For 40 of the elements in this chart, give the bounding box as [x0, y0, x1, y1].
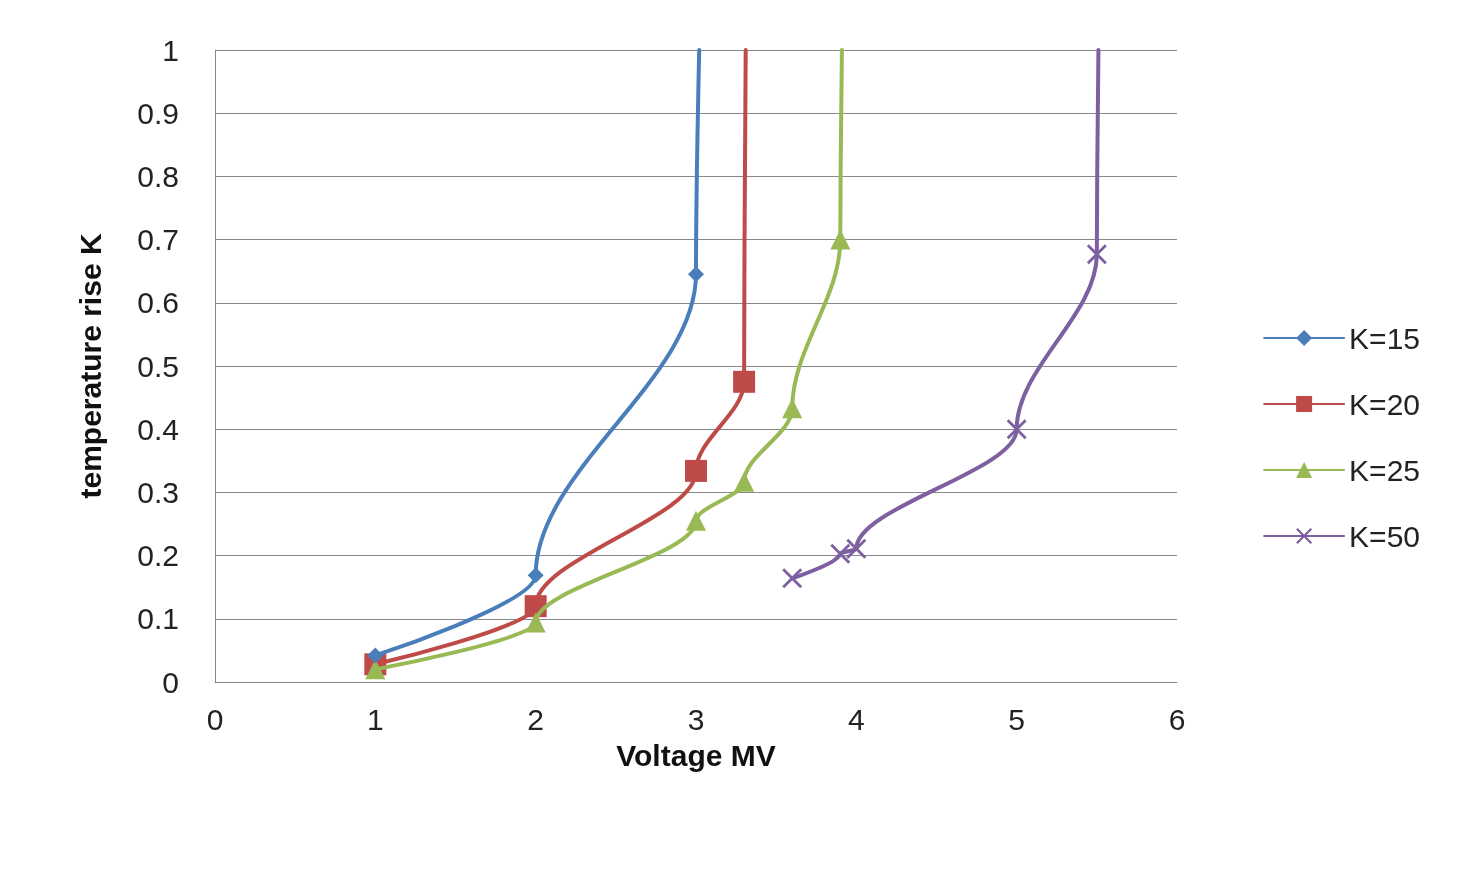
point — [688, 266, 704, 283]
y-tick-label: 0 — [162, 665, 179, 699]
point — [1086, 244, 1107, 265]
x-axis-title: Voltage MV — [616, 738, 776, 772]
point — [365, 659, 386, 680]
point — [782, 398, 803, 419]
y-tick-label: 0.3 — [137, 475, 179, 509]
point — [782, 568, 803, 589]
x-tick-label: 5 — [1008, 702, 1026, 736]
y-tick-label: 0.8 — [137, 159, 179, 193]
y-tick-label: 1 — [162, 33, 179, 67]
point — [733, 370, 756, 393]
point — [830, 229, 851, 250]
point — [830, 543, 851, 564]
point — [846, 538, 867, 559]
point — [367, 647, 384, 664]
x-tick-label: 2 — [527, 702, 545, 736]
point — [734, 471, 755, 492]
y-tick-label: 0.9 — [137, 96, 179, 130]
x-tick-label: 0 — [206, 702, 224, 736]
legend-label: K=25 — [1349, 453, 1421, 487]
y-tick-label: 0.2 — [137, 539, 179, 573]
legend-label: K=50 — [1349, 519, 1421, 553]
y-tick-label: 0.1 — [137, 602, 179, 636]
point — [686, 510, 706, 531]
y-tick-label: 0.7 — [137, 223, 179, 257]
x-tick-label: 4 — [847, 702, 865, 736]
y-tick-label: 0.5 — [137, 349, 179, 383]
point — [527, 567, 544, 584]
x-tick-label: 3 — [687, 702, 705, 736]
point — [685, 459, 707, 482]
x-tick-label: 1 — [366, 702, 384, 736]
y-tick-label: 0.6 — [137, 286, 179, 320]
y-axis-title: temperature rise K — [73, 233, 107, 499]
point — [525, 612, 546, 633]
legend-label: K=20 — [1349, 387, 1421, 421]
legend-label: K=15 — [1349, 321, 1421, 355]
y-tick-label: 0.4 — [137, 412, 179, 446]
point — [1006, 419, 1027, 440]
x-tick-label: 6 — [1168, 702, 1186, 736]
